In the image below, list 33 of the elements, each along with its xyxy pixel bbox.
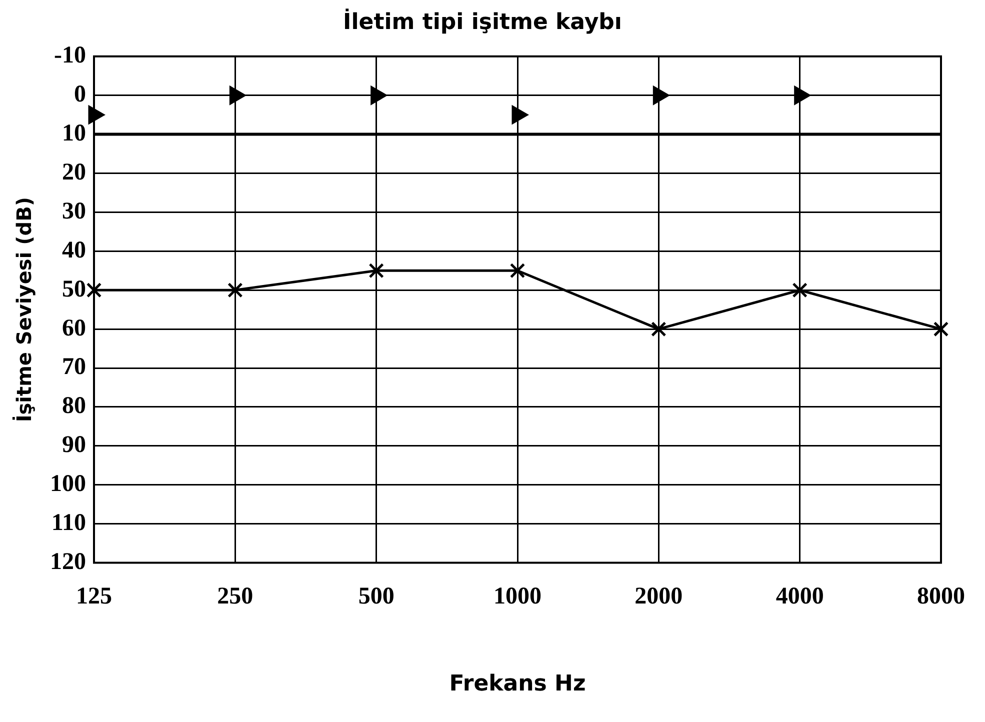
point — [651, 321, 666, 337]
x-tick-label: 2000 — [634, 583, 683, 610]
point — [229, 86, 246, 104]
x-tick-label: 500 — [358, 583, 394, 610]
y-tick-label: 10 — [62, 120, 86, 147]
y-tick-label: 80 — [62, 393, 86, 420]
x-tick-label: 1000 — [494, 583, 542, 610]
point — [792, 282, 808, 298]
y-tick-label: 110 — [51, 510, 86, 536]
y-tick-label: 50 — [62, 276, 86, 302]
x-tick-label: 4000 — [776, 583, 824, 610]
point — [228, 282, 243, 298]
y-tick-label: 120 — [50, 549, 86, 576]
x-tick-label: 250 — [217, 583, 254, 610]
y-tick-label: 70 — [62, 354, 86, 380]
x-tick-label: 125 — [76, 583, 112, 610]
point — [510, 263, 526, 278]
point — [368, 263, 384, 278]
x-axis-title: Frekans Hz — [449, 672, 586, 697]
point — [512, 106, 528, 124]
y-tick-label: 60 — [62, 315, 86, 342]
point — [933, 321, 949, 337]
y-tick-label: 100 — [50, 471, 86, 498]
chart-title: İletim tipi işitme kaybı — [343, 8, 622, 35]
y-tick-label: 0 — [74, 82, 86, 108]
y-tick-label: 40 — [62, 237, 86, 264]
y-tick-label: 20 — [62, 159, 86, 186]
x-tick-label: 8000 — [917, 583, 965, 610]
y-axis-title: İşitme Seviyesi (dB) — [12, 197, 36, 422]
y-tick-label: 30 — [62, 198, 86, 224]
y-tick-label: -10 — [54, 42, 86, 69]
point — [370, 86, 387, 104]
y-tick-label: 90 — [62, 432, 86, 458]
